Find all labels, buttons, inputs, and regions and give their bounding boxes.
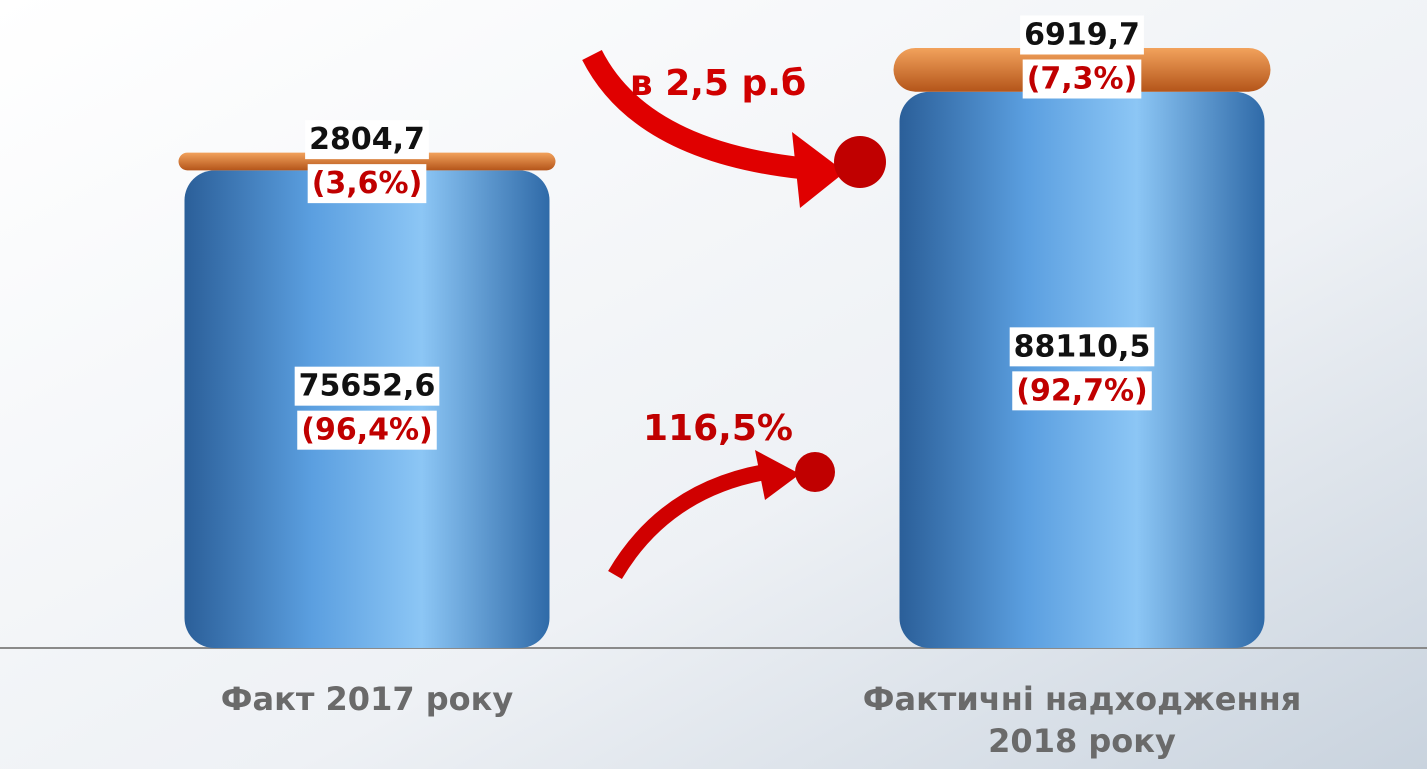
chart-root: в 2,5 р.б 116,5% 75652,6 (96,4%) 2804,7 (3,… — [0, 0, 1427, 769]
marker-dot — [834, 136, 886, 188]
category-label: Факт 2017 року — [137, 678, 597, 720]
percent-label: (96,4%) — [301, 413, 433, 448]
bar-segment — [185, 170, 550, 648]
percent-label: (7,3%) — [1027, 62, 1138, 97]
value-label: 6919,7 — [1024, 18, 1140, 53]
category-label: Фактичні надходження 2018 року — [852, 678, 1312, 762]
value-label: 88110,5 — [1014, 329, 1151, 364]
value-label: 75652,6 — [299, 369, 436, 404]
value-label: 2804,7 — [309, 122, 425, 157]
bar-segment — [900, 92, 1265, 648]
page: в 2,5 р.б 116,5% 75652,6 (96,4%) 2804,7 (3,… — [0, 0, 1427, 769]
annotation: 116,5% — [643, 408, 793, 449]
marker-dot — [795, 452, 835, 492]
annotation: в 2,5 р.б — [630, 63, 806, 104]
percent-label: (92,7%) — [1016, 373, 1148, 408]
chart: в 2,5 р.б 116,5% 75652,6 (96,4%) 2804,7 (3,… — [0, 0, 1427, 769]
percent-label: (3,6%) — [312, 166, 423, 201]
